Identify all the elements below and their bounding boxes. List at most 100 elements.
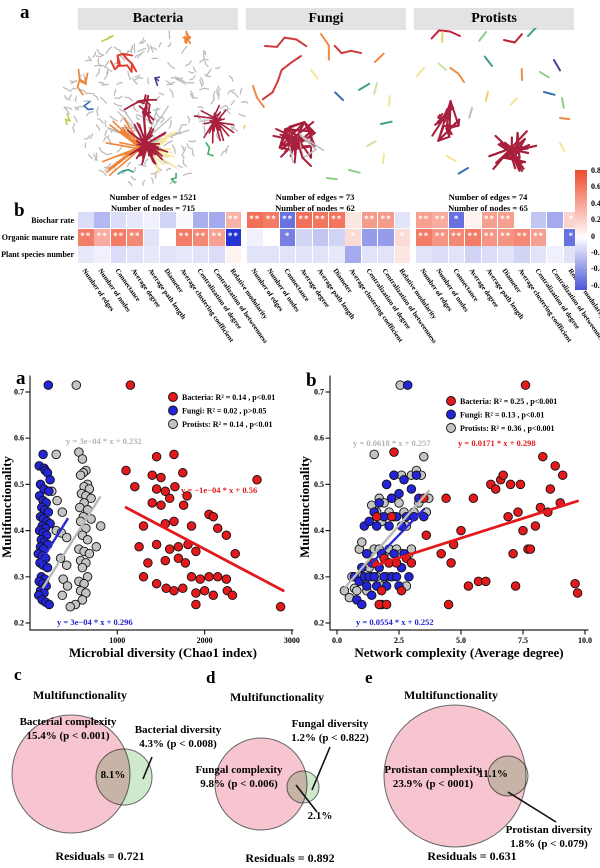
legend-dot: [168, 392, 178, 402]
x-tick-label: 10.0: [578, 636, 592, 645]
heatmap-cell: **: [329, 212, 345, 229]
venn-c: [11, 714, 153, 834]
significance-stars: **: [113, 231, 125, 242]
heatmap-cell: [192, 246, 209, 263]
network-segment: [358, 82, 371, 91]
network-segment: [264, 36, 308, 48]
heatmap-cell: [345, 246, 361, 263]
significance-stars: **: [227, 231, 239, 242]
heatmap-cell: *: [279, 229, 296, 246]
x-tick-label: 1000: [109, 636, 125, 645]
x-tick-label: 2000: [197, 636, 213, 645]
network-segment: [539, 71, 550, 79]
bacteria-green-bits2: [170, 172, 177, 184]
network-segment: [388, 95, 391, 107]
network-segment: [441, 31, 444, 43]
network-segment: [373, 82, 378, 95]
significance-stars: **: [265, 214, 277, 224]
network-segment: [310, 69, 319, 80]
venn-c-overlap-value: 8.1%: [100, 769, 126, 781]
x-axis-title: Network complexity (Average degree): [354, 645, 563, 660]
bacteria-orange-snowflake: [182, 30, 192, 45]
venn-d-diversity-value: 1.2% (p < 0.822): [291, 732, 369, 744]
y-tick-label: 0.4: [14, 526, 24, 535]
bacteria-network-graph: [62, 30, 248, 187]
venn-c-complexity-label: Bacterial complexity 15.4% (p < 0.001): [2, 715, 134, 743]
heatmap-cell: **: [448, 229, 465, 246]
heatmap-cell: [94, 246, 110, 263]
significance-stars: **: [364, 214, 376, 224]
heatmap-cell: **: [481, 229, 498, 246]
heatmap-cell: **: [296, 212, 312, 229]
network-segment: [527, 28, 537, 37]
heatmap-cell: [416, 246, 432, 263]
significance-stars: **: [500, 214, 512, 224]
legend-dot: [446, 396, 456, 406]
venn-e-diversity-value: 1.8% (p < 0.079): [510, 838, 588, 850]
network-header-fungi: Fungi: [246, 8, 406, 30]
significance-stars: **: [331, 214, 343, 224]
venn-c-diversity-circle: [95, 748, 153, 806]
network-segment: [243, 125, 246, 131]
significance-stars: **: [314, 214, 326, 224]
scatter-plot-diversity: 0.2 0.3 0.4 0.5 0.6 0.7 1000 2000 3000 Bacteria: …: [0, 375, 300, 660]
venn-d-complexity-name: Fungal complexity: [195, 764, 283, 776]
heatmap-cell: [176, 246, 192, 263]
venn-e-complexity-label: Protistan complexity 23.9% (p < 0001): [368, 763, 498, 791]
heatmap-cell: [448, 246, 465, 263]
venn-e-residuals: Residuals = 0.631: [427, 849, 517, 863]
network-segment: [374, 52, 385, 63]
heatmap-cell: **: [247, 212, 263, 229]
regression-equation: y = 3e−04 * x + 0.232: [66, 436, 142, 446]
colorbar-tick: 0: [591, 231, 595, 241]
legend-dot: [168, 419, 178, 429]
significance-stars: *: [568, 231, 575, 242]
significance-stars: **: [298, 214, 310, 224]
significance-stars: **: [211, 231, 223, 242]
heatmap-cell: **: [481, 212, 498, 229]
network-segment: [561, 97, 565, 109]
scatter-b-letter: b: [306, 370, 317, 391]
significance-stars: *: [399, 231, 406, 242]
venn-d-diversity-label: Fungal diversity 1.2% (p < 0.822): [265, 717, 395, 745]
heatmap-cell: **: [176, 229, 192, 246]
legend-text: Protists: R² = 0.14 , p<0.01: [182, 420, 272, 429]
heatmap-cell: [78, 246, 94, 263]
colorbar-tick: -0.6: [591, 280, 600, 290]
significance-stars: **: [500, 231, 512, 242]
heatmap-cell: [394, 246, 411, 263]
network-segment: [380, 120, 393, 125]
heatmap-cell: [160, 229, 176, 246]
x-tick-label: 5.0: [456, 636, 466, 645]
regression-equation: y = 0.0618 * x + 0.257: [353, 438, 431, 448]
venn-d-overlap-value: 2.1%: [307, 810, 333, 822]
heatmap-cell: [209, 212, 225, 229]
network-segment: [320, 33, 330, 61]
heatmap-cell: *: [448, 212, 465, 229]
heatmap-cell: [110, 246, 127, 263]
network-segment: [510, 97, 518, 106]
y-axis-title: Multifunctionality: [0, 456, 14, 558]
bacteria-lime-bits2: [64, 113, 71, 126]
venn-e-complexity-name: Protistan complexity: [384, 764, 482, 776]
y-tick-label: 0.6: [14, 434, 24, 443]
heatmap-cell: [514, 212, 530, 229]
venn-e-complexity-value: 23.9% (p < 0001): [392, 778, 474, 790]
legend-dot: [446, 409, 456, 420]
bacteria-lime-bits: [100, 35, 114, 42]
panel-a-letter: a: [20, 2, 30, 23]
regression-equation: y = 0.0554 * x + 0.252: [356, 617, 434, 627]
fungi-nodes-count: Number of nodes = 62: [275, 203, 355, 213]
heatmap-cell: *: [394, 229, 411, 246]
heatmap-cell: [547, 229, 563, 246]
heatmap-cell: **: [465, 229, 481, 246]
bacteria-side-cluster: [193, 104, 235, 144]
significance-stars: *: [350, 231, 356, 242]
venn-e-letter: e: [365, 668, 373, 687]
axes: [25, 375, 294, 635]
network-segment: [559, 142, 566, 152]
heatmap-cell: [361, 246, 378, 263]
heatmap-cell: **: [192, 229, 209, 246]
bacteria-teal-bits: [117, 169, 134, 175]
venn-d-complexity-label: Fungal complexity 9.8% (p < 0.006): [174, 763, 304, 791]
